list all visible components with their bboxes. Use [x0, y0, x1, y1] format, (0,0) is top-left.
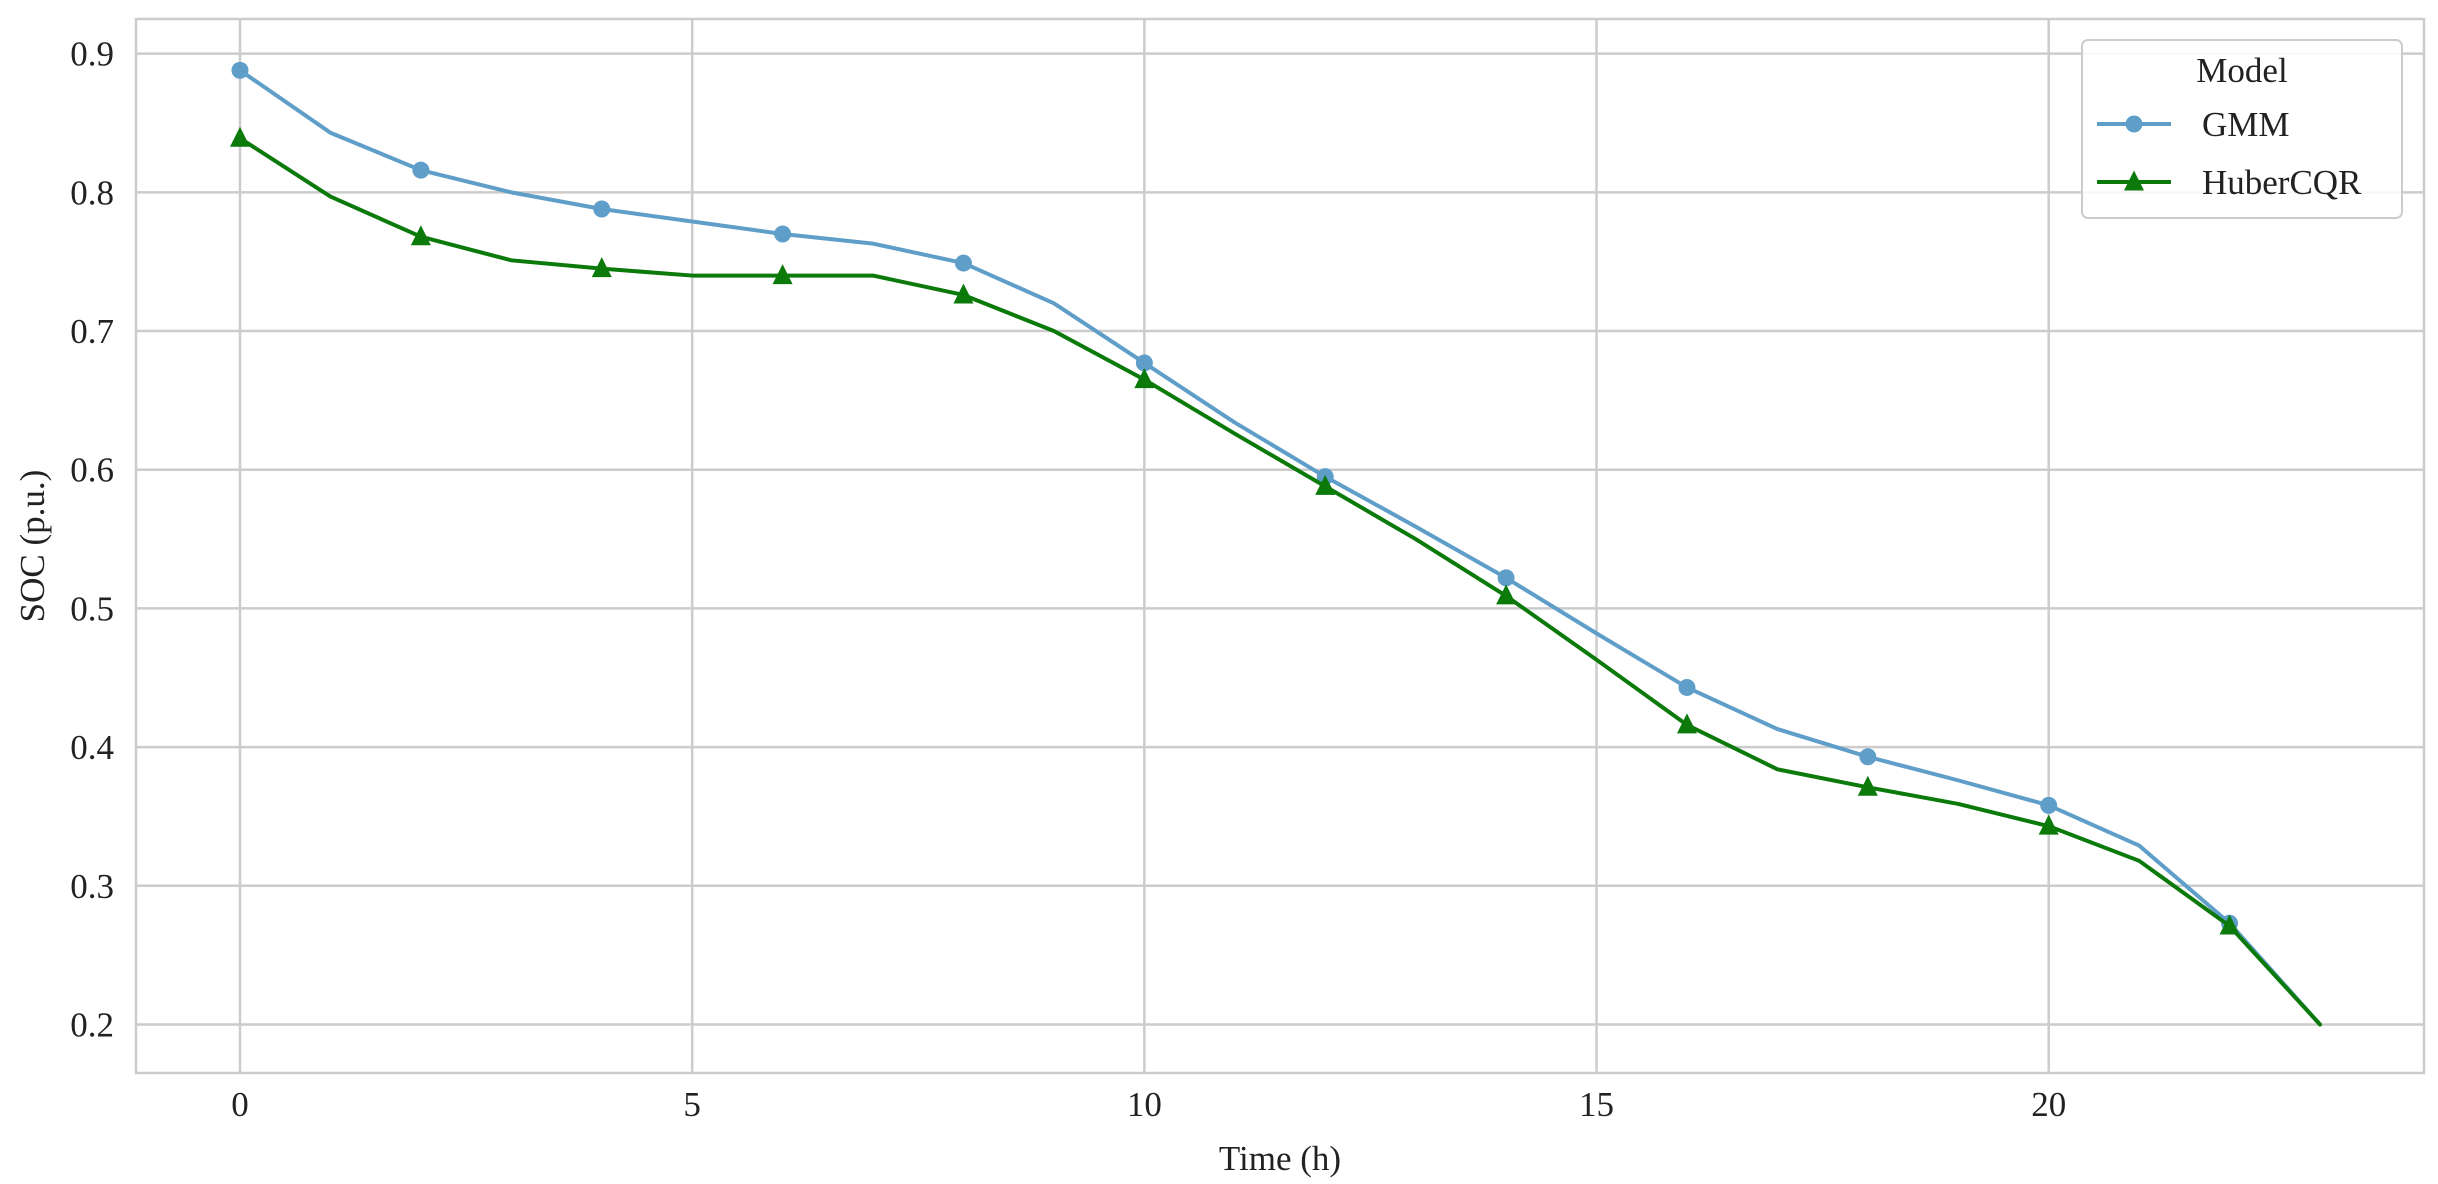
x-tick-label: 0: [231, 1085, 249, 1124]
x-tick-label: 5: [683, 1085, 701, 1124]
data-point: [2040, 796, 2058, 814]
data-point: [591, 257, 612, 278]
data-point: [231, 61, 249, 79]
data-point: [1857, 775, 1878, 796]
data-point: [1135, 354, 1153, 372]
legend-marker: [2125, 115, 2143, 133]
series-1: [230, 126, 2322, 1027]
legend-label: HuberCQR: [2202, 163, 2362, 202]
legend-entries: GMM HuberCQR: [2097, 105, 2362, 202]
y-tick-label: 0.9: [70, 35, 114, 74]
legend: Model GMM HuberCQR: [2081, 39, 2403, 219]
series-lines: [230, 61, 2322, 1027]
y-tick-label: 0.3: [70, 867, 114, 906]
data-point: [2038, 814, 2059, 835]
legend-label: GMM: [2202, 105, 2290, 144]
data-point: [2219, 914, 2240, 935]
series-line: [238, 136, 2322, 1027]
x-tick-label: 10: [1127, 1085, 1162, 1124]
data-point: [593, 200, 611, 218]
data-point: [230, 126, 250, 147]
data-point: [1315, 474, 1336, 495]
x-tick-label: 20: [2031, 1085, 2066, 1124]
x-axis-label: Time (h): [1219, 1139, 1341, 1178]
legend-entry: GMM: [2097, 105, 2290, 144]
plot-frame: [134, 17, 2426, 1075]
data-point: [1134, 368, 1155, 389]
legend-marker: [2124, 170, 2144, 191]
series-line: [238, 68, 2322, 1027]
data-point: [410, 225, 431, 246]
data-point: [1497, 569, 1515, 587]
data-point: [1859, 748, 1877, 766]
x-tick-label: 15: [1579, 1085, 1614, 1124]
legend-title: Model: [2196, 51, 2288, 90]
data-point: [772, 264, 793, 285]
grid: [136, 19, 2424, 1073]
y-tick-label: 0.2: [70, 1005, 114, 1044]
series-0: [231, 61, 2322, 1027]
y-tick-label: 0.4: [70, 728, 114, 767]
y-tick-label: 0.7: [70, 312, 114, 351]
data-point: [953, 283, 974, 304]
data-point: [954, 254, 972, 272]
data-point: [412, 161, 430, 179]
data-point: [1496, 584, 1517, 605]
tick-labels: 0 5 10 15 20 0.2 0.3 0.4 0.5 0.6 0.7 0.8 0.9: [70, 35, 2066, 1124]
legend-box: [2081, 39, 2403, 219]
data-point: [774, 225, 792, 243]
data-point: [1678, 678, 1696, 696]
y-tick-label: 0.5: [70, 589, 114, 628]
y-tick-label: 0.6: [70, 451, 114, 490]
legend-entry: HuberCQR: [2097, 163, 2362, 202]
y-tick-label: 0.8: [70, 173, 114, 212]
data-point: [1676, 713, 1697, 734]
y-axis-label: SOC (p.u.): [13, 470, 52, 623]
